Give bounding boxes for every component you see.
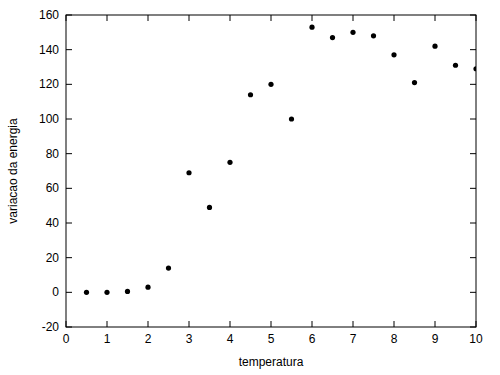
point (371, 33, 376, 38)
x-tick-label: 5 (268, 332, 275, 346)
x-tick-top (312, 15, 313, 21)
x-tick (394, 321, 395, 327)
x-tick (435, 321, 436, 327)
x-tick (148, 321, 149, 327)
point (432, 44, 437, 49)
x-tick (312, 321, 313, 327)
point (145, 285, 150, 290)
x-tick (189, 321, 190, 327)
point (350, 30, 355, 35)
plot-frame (66, 15, 476, 327)
x-tick-label: 10 (469, 332, 483, 346)
chart: 012345678910-20020406080100120140160temp… (0, 0, 500, 375)
x-tick-label: 3 (186, 332, 193, 346)
y-tick-right (470, 188, 476, 189)
point (186, 170, 191, 175)
y-tick-right (470, 153, 476, 154)
y-tick-label: 0 (52, 285, 59, 299)
point (268, 82, 273, 87)
x-tick (353, 321, 354, 327)
y-tick-label: 40 (46, 216, 60, 230)
y-tick (66, 188, 72, 189)
y-tick-label: -20 (42, 320, 60, 334)
y-tick (66, 153, 72, 154)
point (104, 290, 109, 295)
x-tick (230, 321, 231, 327)
x-tick-label: 2 (145, 332, 152, 346)
y-tick (66, 292, 72, 293)
y-tick-right (470, 84, 476, 85)
x-tick-label: 4 (227, 332, 234, 346)
x-tick-top (148, 15, 149, 21)
y-tick (66, 119, 72, 120)
y-tick-label: 80 (46, 147, 60, 161)
x-tick (107, 321, 108, 327)
y-tick (66, 84, 72, 85)
x-tick (271, 321, 272, 327)
y-tick-label: 140 (39, 43, 59, 57)
x-tick-label: 0 (63, 332, 70, 346)
y-tick-right (470, 223, 476, 224)
point (207, 205, 212, 210)
point (309, 25, 314, 30)
x-tick-label: 7 (350, 332, 357, 346)
x-tick-label: 1 (104, 332, 111, 346)
y-axis-label: variacao da energia (6, 118, 20, 224)
point (473, 66, 476, 71)
point (166, 265, 171, 270)
x-tick-top (353, 15, 354, 21)
point (330, 35, 335, 40)
y-tick-right (470, 257, 476, 258)
x-tick-label: 8 (391, 332, 398, 346)
x-tick-label: 6 (309, 332, 316, 346)
y-tick-label: 160 (39, 8, 59, 22)
points (84, 25, 476, 295)
x-tick-top (435, 15, 436, 21)
point (125, 289, 130, 294)
y-tick-right (470, 49, 476, 50)
y-tick (66, 257, 72, 258)
y-tick-right (470, 119, 476, 120)
y-tick-label: 120 (39, 77, 59, 91)
y-tick (66, 49, 72, 50)
y-tick-label: 60 (46, 181, 60, 195)
axes: 012345678910-20020406080100120140160 (39, 8, 483, 346)
point (84, 290, 89, 295)
x-tick-label: 9 (432, 332, 439, 346)
point (412, 80, 417, 85)
x-tick-top (394, 15, 395, 21)
x-tick-top (271, 15, 272, 21)
x-tick-top (189, 15, 190, 21)
x-tick-top (230, 15, 231, 21)
point (227, 160, 232, 165)
point (453, 63, 458, 68)
y-tick-right (470, 292, 476, 293)
y-tick-label: 100 (39, 112, 59, 126)
x-axis-label: temperatura (239, 355, 304, 369)
y-tick-label: 20 (46, 251, 60, 265)
point (248, 92, 253, 97)
point (391, 52, 396, 57)
point (289, 116, 294, 121)
x-tick-top (107, 15, 108, 21)
y-tick (66, 223, 72, 224)
